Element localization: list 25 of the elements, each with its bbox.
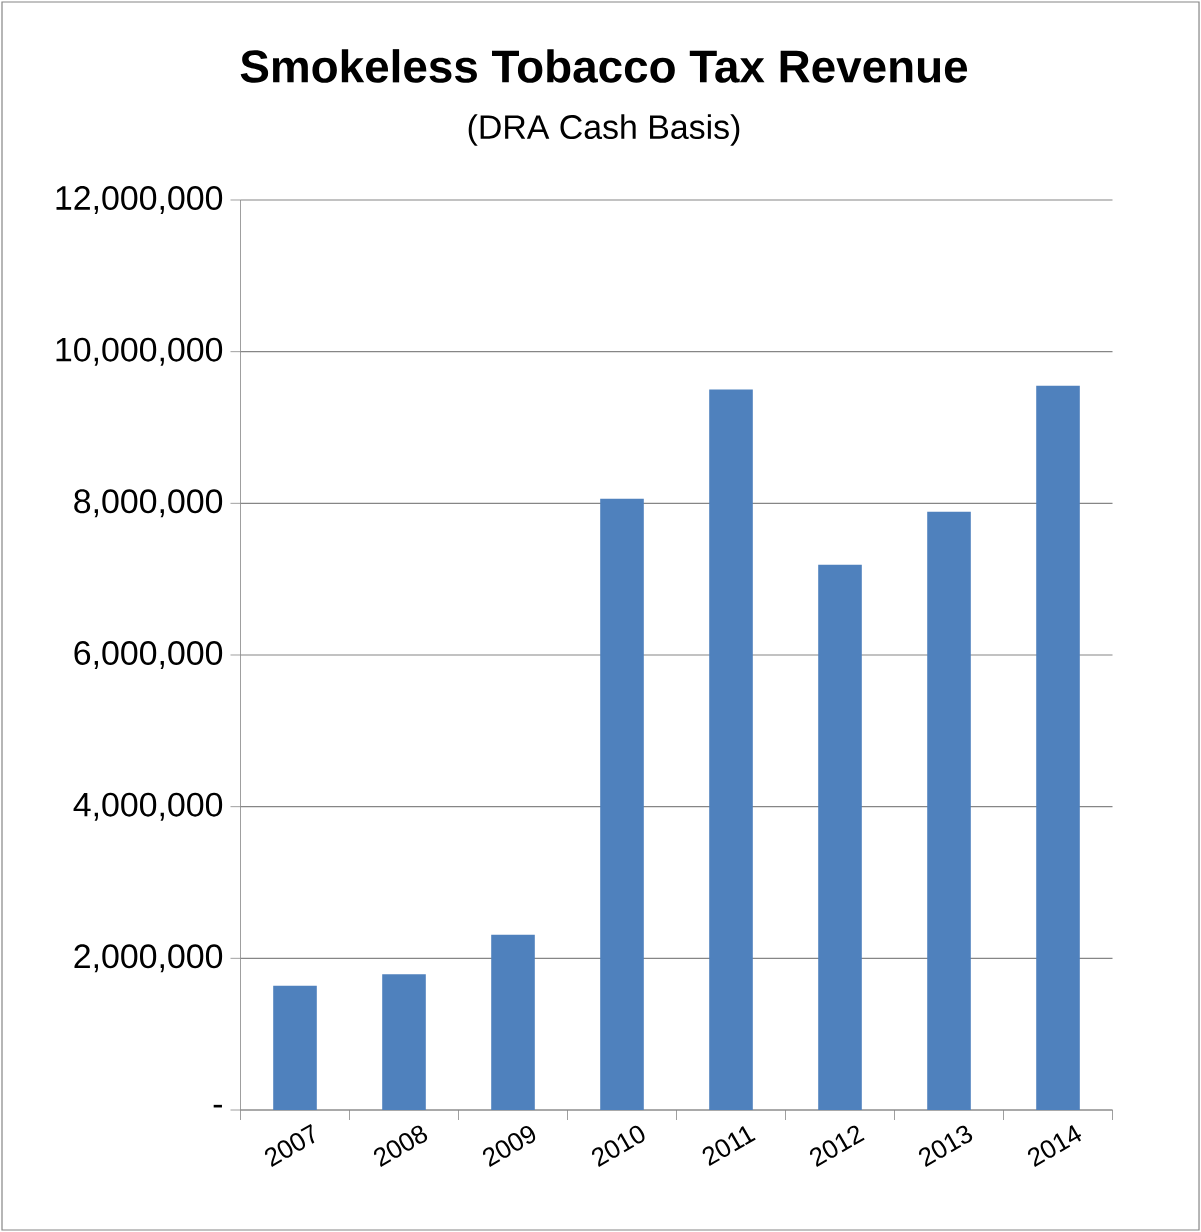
bar	[818, 564, 862, 1110]
bar	[709, 389, 753, 1110]
bar	[273, 985, 317, 1110]
x-tick-label: 2009	[482, 1125, 536, 1167]
y-tick-label: -	[213, 1104, 222, 1108]
chart-subtitle: (DRA Cash Basis)	[468, 114, 740, 146]
x-tick-label: 2010	[591, 1125, 645, 1167]
x-tick-label: 2011	[702, 1126, 756, 1166]
x-tick-label: 2012	[809, 1125, 865, 1167]
y-tick-label: 12,000,000	[56, 185, 223, 214]
chart-title: Smokeless Tobacco Tax Revenue	[240, 49, 968, 83]
bar	[1036, 385, 1080, 1110]
x-tick-label: 2014	[1027, 1124, 1082, 1167]
y-tick-label: 8,000,000	[74, 489, 223, 518]
bar	[927, 511, 971, 1110]
x-tick-label: 2008	[373, 1125, 428, 1167]
y-tick-label: 6,000,000	[74, 641, 223, 669]
y-tick-label: 2,000,000	[74, 944, 223, 973]
x-tick-label: 2013	[918, 1125, 973, 1167]
y-tick-label: 4,000,000	[73, 792, 223, 821]
bar	[600, 498, 644, 1110]
bar	[382, 974, 426, 1110]
bar	[491, 934, 535, 1110]
y-tick-label: 10,000,000	[56, 337, 223, 366]
x-tick-label: 2007	[264, 1123, 315, 1167]
